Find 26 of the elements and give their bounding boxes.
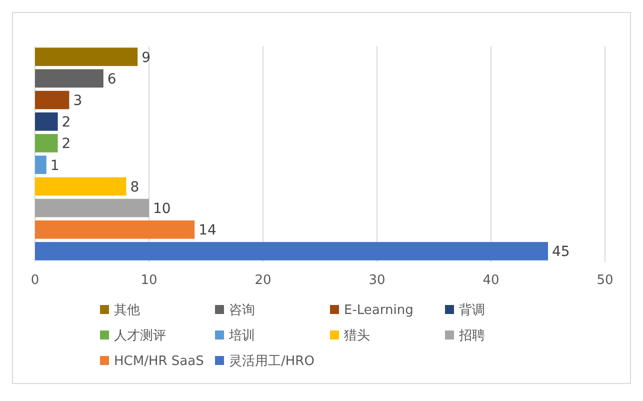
legend-label: 人才测评 [114, 328, 166, 344]
legend-label: 猎头 [344, 328, 370, 344]
legend-label: 背调 [459, 303, 485, 318]
legend-label: 招聘 [458, 328, 485, 344]
x-tick-label: 20 [254, 273, 272, 288]
legend-label: 其他 [114, 303, 140, 318]
data-label: 14 [198, 222, 217, 239]
data-label: 6 [107, 71, 116, 88]
legend-label: 培训 [228, 328, 255, 344]
legend-label: HCM/HR SaaS [114, 354, 204, 369]
data-label: 10 [153, 201, 171, 217]
data-label: 9 [142, 50, 151, 66]
legend-label: 灵活用工/HRO [229, 354, 314, 369]
x-tick-label: 50 [596, 273, 614, 288]
data-label: 45 [552, 244, 570, 260]
data-label: 1 [50, 158, 60, 174]
data-label: 2 [62, 136, 71, 152]
data-label: 3 [73, 93, 82, 109]
x-tick-label: 30 [368, 273, 386, 288]
x-tick-label: 0 [30, 273, 40, 288]
legend-label: 咨询 [229, 303, 255, 318]
x-tick-label: 10 [140, 273, 158, 288]
legend-label: E-Learning [344, 303, 414, 318]
data-label: 8 [130, 179, 140, 196]
x-tick-label: 40 [482, 273, 500, 288]
data-label: 2 [62, 114, 71, 131]
